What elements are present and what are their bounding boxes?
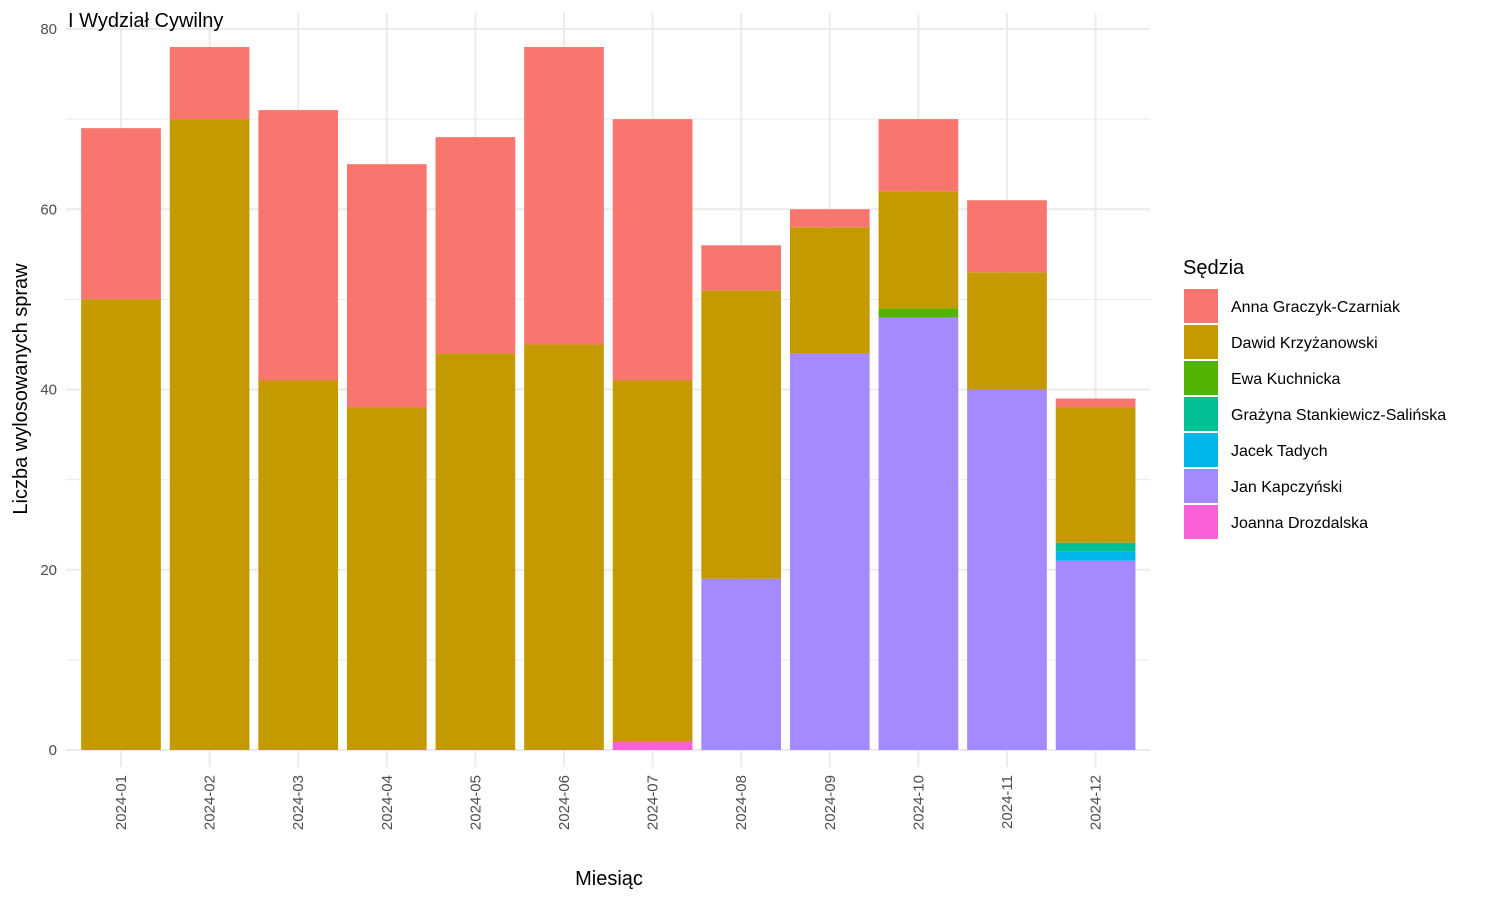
legend-title: Sędzia [1183, 257, 1245, 279]
bar-segment [169, 119, 250, 750]
bar-segment [701, 578, 782, 750]
bar-segment [701, 290, 782, 579]
bar-segment [169, 47, 250, 120]
x-tick-label: 2024-02 [202, 775, 219, 830]
legend-items: Anna Graczyk-Czarniak Dawid Krzyżanowski E… [1184, 289, 1446, 539]
legend-label: Anna Graczyk-Czarniak [1231, 299, 1401, 316]
bar-segment [878, 317, 959, 750]
bar-segment [789, 353, 870, 750]
x-tick-label: 2024-12 [1088, 775, 1105, 830]
legend-key [1184, 505, 1218, 539]
bar-segment [612, 119, 693, 381]
x-tick-label: 2024-09 [822, 775, 839, 830]
legend-label: Dawid Krzyżanowski [1231, 335, 1378, 352]
y-tick-label: 0 [49, 742, 57, 759]
bar-segment [789, 227, 870, 354]
bars [81, 47, 1136, 750]
x-tick-label: 2024-04 [379, 775, 396, 830]
bar-segment [789, 209, 870, 228]
bar-segment [258, 380, 339, 750]
bar-segment [878, 191, 959, 309]
legend-key [1184, 433, 1218, 467]
bar-segment [1055, 542, 1136, 552]
bar-segment [967, 389, 1047, 750]
y-tick-label: 60 [40, 201, 57, 218]
y-tick-label: 80 [40, 21, 57, 38]
bar-segment [346, 164, 427, 408]
bar-segment [612, 740, 693, 750]
x-tick-label: 2024-01 [113, 775, 130, 830]
bar-segment [435, 353, 516, 750]
bar-segment [1055, 398, 1136, 408]
bar-segment [1055, 560, 1136, 750]
bar-segment [1055, 551, 1136, 561]
legend-key [1184, 397, 1218, 431]
bar-segment [81, 299, 161, 750]
bar-segment [701, 245, 782, 291]
y-tick-label: 40 [40, 382, 57, 399]
chart-title: I Wydział Cywilny [68, 10, 223, 32]
legend: Sędzia Anna Graczyk-Czarniak Dawid Krzyża… [1183, 257, 1446, 539]
bar-segment [1055, 407, 1136, 543]
x-tick-label: 2024-05 [467, 775, 484, 830]
legend-label: Jan Kapczyński [1231, 479, 1342, 496]
legend-label: Grażyna Stankiewicz-Salińska [1231, 407, 1446, 424]
x-tick-label: 2024-08 [733, 775, 750, 830]
bar-segment [258, 110, 339, 381]
x-tick-label: 2024-07 [645, 775, 662, 830]
axes: 0 20 40 60 80 2024-01 2024-02 2024-03 2024-04 202… [40, 21, 1104, 830]
x-tick-label: 2024-10 [910, 775, 927, 830]
bar-segment [878, 119, 959, 192]
bar-segment [967, 272, 1047, 390]
legend-key [1184, 325, 1218, 359]
legend-label: Jacek Tadych [1231, 443, 1328, 460]
bar-segment [612, 380, 693, 741]
bar-segment [524, 344, 604, 750]
bar-segment [878, 308, 959, 318]
bar-segment [81, 128, 161, 300]
bar-segment [346, 407, 427, 750]
x-tick-label: 2024-06 [556, 775, 573, 830]
legend-key [1184, 469, 1218, 503]
legend-key [1184, 289, 1218, 323]
bar-segment [435, 137, 516, 354]
bar-segment [967, 200, 1047, 273]
x-tick-label: 2024-11 [999, 775, 1016, 829]
bar-segment [524, 47, 604, 345]
x-axis-title: Miesiąc [575, 868, 643, 890]
legend-label: Ewa Kuchnicka [1231, 371, 1340, 388]
y-tick-label: 20 [40, 562, 57, 579]
legend-key [1184, 361, 1218, 395]
x-tick-label: 2024-03 [290, 775, 307, 830]
y-axis-title: Liczba wylosowanych spraw [10, 263, 32, 515]
legend-label: Joanna Drozdalska [1231, 515, 1368, 532]
